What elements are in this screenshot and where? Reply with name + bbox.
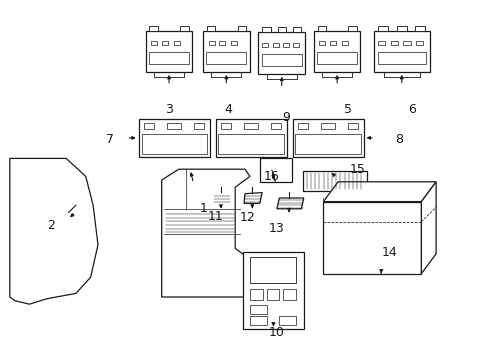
Bar	[216, 119, 287, 157]
Bar	[207, 26, 215, 31]
Text: 16: 16	[264, 170, 280, 183]
Bar	[149, 26, 158, 31]
Bar	[238, 26, 246, 31]
Bar	[303, 171, 367, 191]
Bar	[279, 316, 296, 325]
Bar	[180, 26, 189, 31]
Bar	[243, 252, 304, 329]
Bar	[203, 31, 250, 72]
Bar	[373, 31, 430, 72]
Bar	[416, 41, 423, 45]
Bar	[330, 41, 336, 45]
Bar	[149, 52, 189, 64]
Bar	[283, 289, 296, 300]
Bar	[220, 41, 225, 45]
Bar	[167, 123, 181, 129]
Text: 4: 4	[224, 103, 232, 116]
Text: 5: 5	[344, 103, 352, 116]
Bar	[317, 52, 357, 64]
Bar	[250, 289, 263, 300]
Bar	[293, 27, 301, 32]
Text: 13: 13	[269, 222, 285, 235]
Bar	[262, 27, 270, 32]
Bar	[267, 289, 279, 300]
Bar	[262, 43, 268, 47]
Bar	[293, 119, 364, 157]
Text: 1: 1	[199, 202, 207, 215]
Polygon shape	[277, 198, 304, 209]
Bar	[209, 41, 215, 45]
Bar	[319, 41, 325, 45]
Bar	[272, 43, 279, 47]
Bar	[378, 52, 426, 64]
Text: 14: 14	[382, 246, 397, 258]
Bar	[318, 26, 326, 31]
Polygon shape	[244, 193, 262, 203]
Bar	[321, 123, 335, 129]
Text: 2: 2	[48, 219, 55, 231]
Bar	[206, 52, 246, 64]
Text: 9: 9	[283, 111, 291, 123]
Polygon shape	[10, 158, 98, 304]
Text: 11: 11	[208, 210, 223, 222]
Bar	[298, 123, 308, 129]
Polygon shape	[213, 194, 231, 203]
Text: 10: 10	[269, 327, 285, 339]
Bar	[378, 26, 388, 31]
Bar	[403, 41, 411, 45]
Text: 8: 8	[395, 133, 403, 146]
Text: 3: 3	[165, 103, 173, 116]
Bar	[283, 43, 289, 47]
Bar	[294, 43, 299, 47]
Bar	[250, 257, 296, 283]
Bar	[145, 123, 154, 129]
Bar	[219, 134, 284, 154]
Polygon shape	[162, 169, 250, 297]
Bar	[244, 123, 258, 129]
Bar	[348, 123, 358, 129]
Text: 6: 6	[408, 103, 416, 116]
Bar	[260, 158, 292, 182]
Bar	[416, 26, 425, 31]
Bar	[151, 41, 157, 45]
Text: 12: 12	[240, 211, 255, 224]
Bar	[221, 123, 231, 129]
Bar	[250, 316, 267, 325]
Bar	[139, 119, 210, 157]
Bar	[173, 41, 180, 45]
Bar	[194, 123, 204, 129]
Bar	[231, 41, 237, 45]
Bar	[262, 54, 302, 66]
Bar	[323, 202, 421, 274]
Bar	[378, 41, 386, 45]
Bar	[342, 41, 348, 45]
Bar	[162, 41, 168, 45]
Polygon shape	[323, 182, 436, 202]
Polygon shape	[421, 182, 436, 274]
Bar	[250, 305, 267, 314]
Bar	[391, 41, 398, 45]
Bar	[348, 26, 357, 31]
Bar	[271, 123, 281, 129]
Bar	[142, 134, 207, 154]
Bar	[295, 134, 361, 154]
Bar	[146, 31, 192, 72]
Text: 7: 7	[106, 133, 114, 146]
Bar	[397, 26, 407, 31]
Bar	[259, 32, 305, 74]
Bar	[277, 27, 286, 32]
Bar	[314, 31, 361, 72]
Text: 15: 15	[350, 163, 366, 176]
